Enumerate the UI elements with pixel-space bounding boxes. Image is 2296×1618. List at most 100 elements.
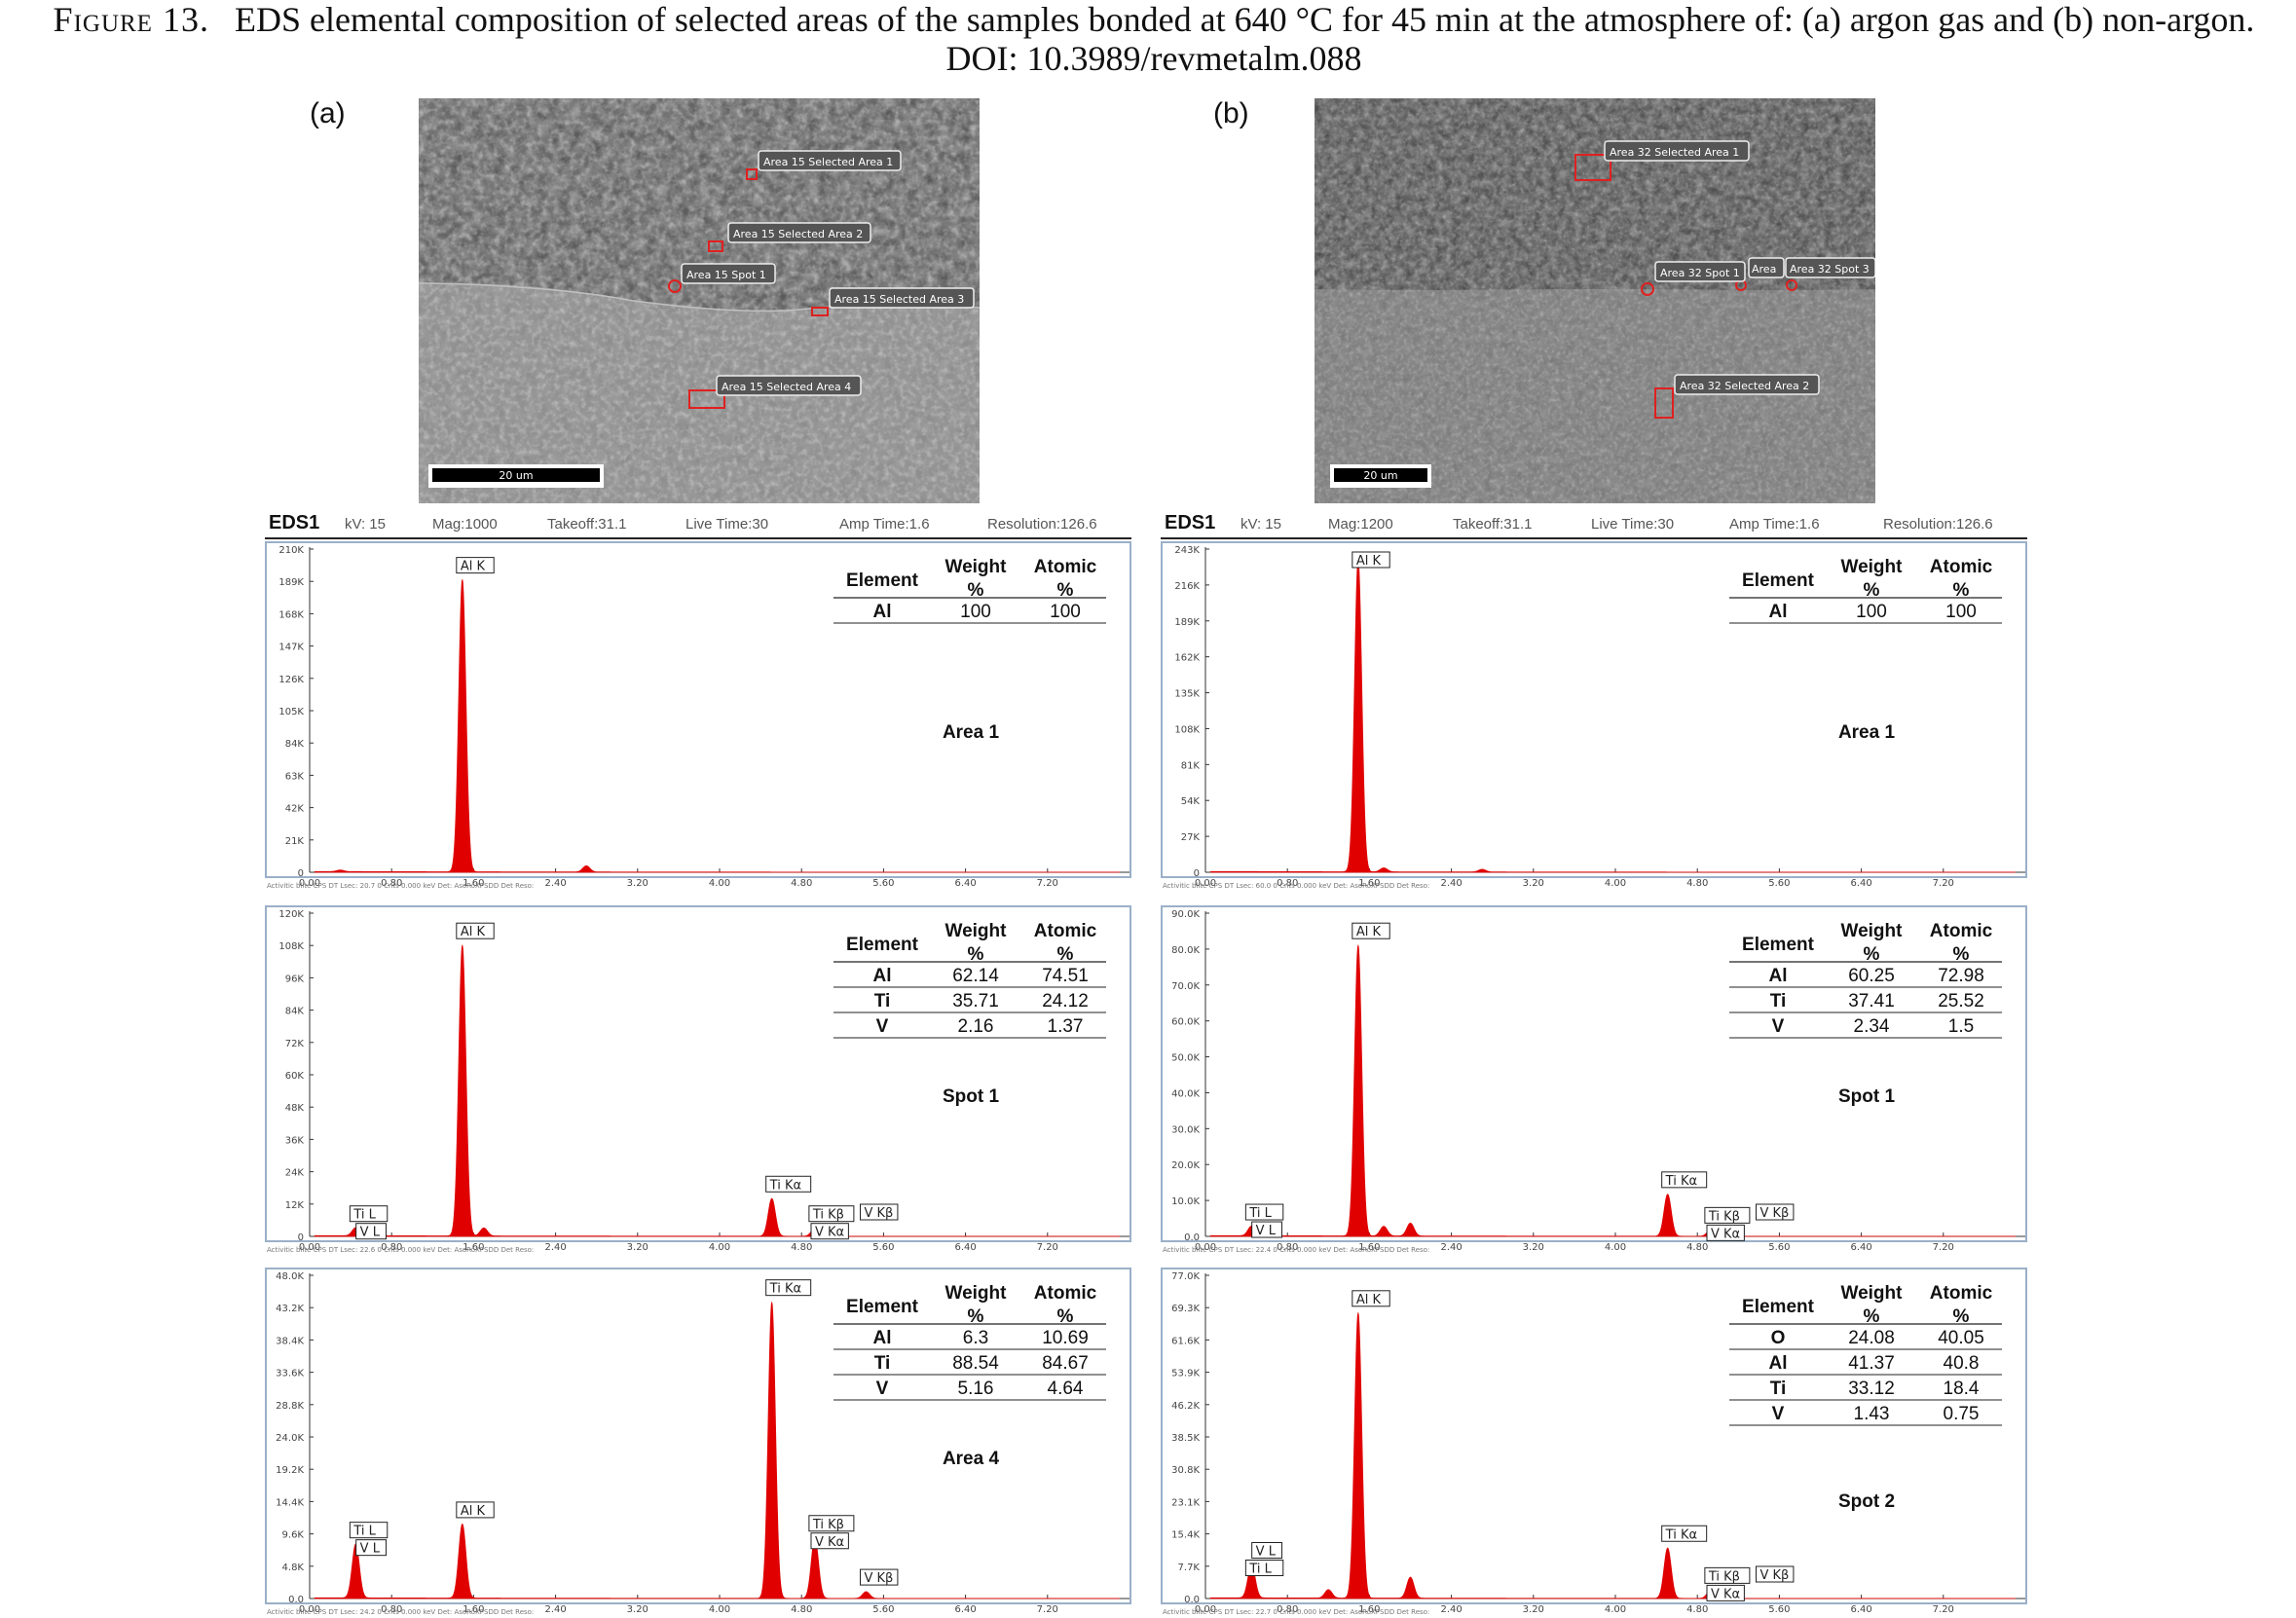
spectrum-b-1: 243K 216K 189K 162K 135K 108K 81K 54K 27K 0 0.00 0.… [1161,541,2027,892]
x-tick-label: 7.20 [1037,1604,1058,1615]
spectrum-curve [314,1302,1120,1600]
peak-label: V Kα [1711,1587,1740,1601]
table-cell: 100 [1856,602,1887,622]
spectrum-footer: Activitic blite CPS DT Lsec: 20.7 0 Cnts… [267,882,534,890]
table-cell: 18.4 [1944,1379,1980,1399]
caption-text: EDS elemental composition of selected ar… [234,0,2255,78]
x-tick-label: 3.20 [627,1604,648,1615]
y-tick-label: 216K [1174,581,1200,592]
eds-mag-b: Mag:1200 [1328,516,1393,533]
peak-label-box [765,1279,812,1297]
y-tick-label: 53.9K [1171,1369,1200,1379]
spectrum-curve [314,944,1120,1237]
table-cell: 1.5 [1948,1016,1974,1037]
peak-label: Ti Kα [769,1178,801,1193]
x-tick-label: 4.00 [1605,1242,1626,1253]
y-tick-label: 40.0K [1171,1088,1200,1099]
x-tick-label: 5.60 [872,1604,894,1615]
table-cell: 24.12 [1042,991,1089,1011]
eds-kv-b: kV: 15 [1241,516,1281,533]
peak-label-box [355,1223,387,1240]
y-tick-label: 4.8K [282,1563,305,1573]
x-tick-label: 0.80 [1277,878,1298,889]
table-cell: Ti [1770,1379,1787,1399]
table-header: Element [1742,935,1815,955]
table-cell: Al [873,966,892,986]
table-cell: Ti [874,991,891,1011]
table-header: Element [846,935,919,955]
y-tick-label: 147K [278,643,304,653]
x-tick-label: 4.80 [1686,1242,1708,1253]
y-tick-label: 7.7K [1178,1563,1201,1573]
table-header: Weight% [1841,557,1904,601]
x-tick-label: 5.60 [1768,1242,1790,1253]
sem-a-scalebar: 20 um [499,469,533,482]
y-tick-label: 126K [278,675,304,685]
peak-label-box [860,1203,899,1221]
table-header: Element [846,570,919,591]
x-tick-label: 5.60 [1768,878,1790,889]
x-tick-label: 4.80 [791,1604,812,1615]
peak-label: V Kα [815,1535,844,1550]
spectrum-curve [314,579,1120,873]
eds-header-a: EDS1 kV: 15 Mag:1000 Takeoff:31.1 Live T… [265,512,1131,539]
spectrum-frame [265,541,1131,878]
x-tick-label: 2.40 [544,878,566,889]
y-tick-label: 108K [278,941,304,952]
region-label: Area 1 [943,722,1000,743]
sem-a-annot-5: Area 15 Selected Area 4 [722,381,851,393]
spectrum-footer: Activitic blite CPS DT Lsec: 60.0 0 Cnts… [1163,882,1429,890]
x-tick-label: 0.00 [1195,1604,1216,1615]
table-header: Atomic% [1034,1283,1097,1327]
y-tick-label: 69.3K [1171,1304,1200,1314]
peak-label-box [1704,1206,1751,1224]
y-tick-label: 135K [1174,689,1200,700]
peak-label-box [1756,1565,1795,1583]
peak-label-box [860,1568,899,1586]
y-tick-label: 96K [285,974,305,984]
table-cell: 25.52 [1938,991,1984,1011]
sem-image-b: Area 32 Selected Area 1 Area 32 Spot 1 A… [1315,98,1875,503]
table-cell: 6.3 [963,1328,988,1348]
sem-a-annot-3: Area 15 Spot 1 [686,269,766,281]
table-cell: Ti [874,1353,891,1374]
y-tick-label: 48K [285,1103,305,1114]
table-cell: 100 [1945,602,1977,622]
x-tick-label: 1.60 [463,1242,484,1253]
x-tick-label: 3.20 [1523,1242,1544,1253]
x-tick-label: 0.00 [1195,1242,1216,1253]
peak-label-box [1704,1566,1751,1584]
peak-label: Ti Kα [769,1282,801,1297]
y-tick-label: 43.2K [276,1304,304,1314]
x-tick-label: 3.20 [1523,1604,1544,1615]
y-tick-label: 36K [285,1135,305,1146]
eds-live-a: Live Time:30 [685,516,769,533]
peak-label-box [1756,1203,1795,1221]
region-label: Spot 1 [943,1086,999,1107]
peak-label: V L [360,1542,381,1557]
table-cell: 2.34 [1854,1016,1890,1037]
sem-b-annot-2: Area 32 Spot 1 [1660,267,1740,279]
table-cell: 84.67 [1042,1353,1089,1374]
x-tick-label: 1.60 [463,878,484,889]
y-tick-label: 210K [278,545,304,556]
x-tick-label: 1.60 [1358,1242,1380,1253]
x-tick-label: 6.40 [1850,1242,1871,1253]
y-tick-label: 0 [298,868,304,879]
y-tick-label: 105K [278,707,304,717]
y-tick-label: 54K [1181,796,1201,807]
peak-label-box [1244,1203,1284,1221]
table-cell: 35.71 [952,991,999,1011]
table-cell: V [876,1016,889,1037]
table-header: Atomic% [1930,921,1993,965]
y-tick-label: 120K [278,909,304,920]
peak-label: V Kβ [1760,1568,1790,1583]
x-tick-label: 4.00 [1605,878,1626,889]
peak-label: Al K [461,560,486,574]
sem-b-annot-1: Area 32 Selected Area 1 [1610,146,1739,159]
sem-a-annot-1: Area 15 Selected Area 1 [763,156,893,168]
panel-label-b: (b) [1213,97,1249,129]
y-tick-label: 0 [1194,868,1200,879]
y-tick-label: 12K [285,1200,305,1211]
y-tick-label: 84K [285,739,305,750]
